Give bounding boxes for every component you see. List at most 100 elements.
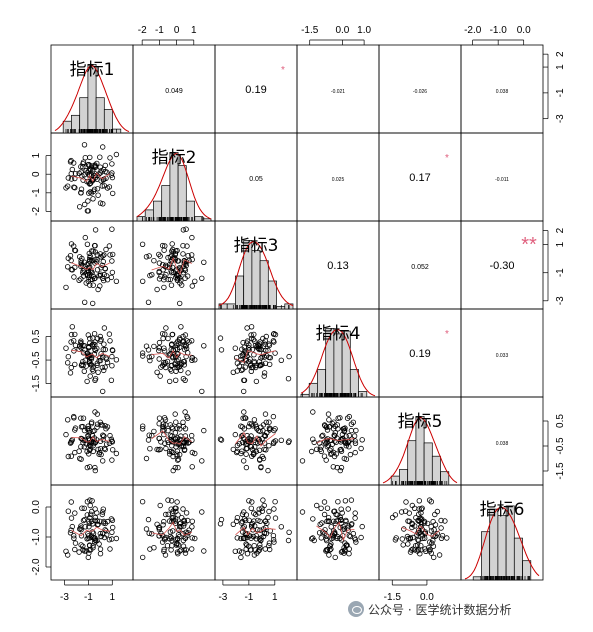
scatter-point (323, 424, 330, 430)
scatter-point (72, 449, 78, 456)
scatter-point (253, 533, 259, 539)
smooth-line (235, 431, 276, 447)
scatter-point (244, 551, 251, 557)
scatter-point (160, 335, 166, 342)
scatter-point (158, 364, 164, 370)
scatter-point (247, 362, 254, 369)
scatter-point (161, 348, 168, 354)
scatter-point (233, 355, 240, 361)
scatter-point (405, 541, 411, 547)
scatter-point (239, 359, 246, 366)
scatter-point (89, 529, 96, 535)
scatter-point (271, 439, 277, 445)
scatter-point (67, 440, 74, 446)
scatter-point (161, 277, 167, 283)
scatter-point (97, 154, 103, 160)
histogram-bar (497, 515, 507, 581)
scatter-point (416, 498, 422, 504)
scatter-point (97, 551, 104, 557)
scatter-point (189, 283, 195, 289)
scatter-point (182, 426, 189, 432)
scatter-point (329, 421, 336, 427)
scatter-point (243, 464, 250, 471)
scatter-point (101, 252, 107, 258)
scatter-point (63, 284, 69, 291)
scatter-point (143, 455, 150, 462)
scatter-point (81, 516, 88, 523)
scatter-point (184, 350, 191, 356)
scatter-point (343, 543, 349, 549)
scatter-point (168, 282, 175, 288)
density-curve (464, 506, 540, 580)
scatter-point (68, 364, 74, 371)
scatter-point (419, 516, 425, 522)
scatter-point (102, 364, 108, 370)
scatter-point (72, 510, 78, 516)
scatter-point (68, 331, 75, 338)
scatter-point (68, 439, 74, 445)
scatter-point (162, 331, 168, 337)
scatter-point (97, 546, 104, 552)
scatter-point (156, 347, 162, 354)
scatter-point (392, 512, 399, 518)
scatter-point (418, 547, 424, 553)
scatter-point (170, 355, 176, 361)
scatter-point (322, 423, 328, 429)
scatter-point (266, 543, 272, 549)
scatter-point (345, 506, 351, 512)
scatter-point (180, 543, 187, 549)
scatter-point (253, 448, 260, 455)
scatter-point (86, 524, 92, 530)
scatter-point (161, 361, 167, 368)
scatter-point (250, 336, 257, 343)
scatter-point (99, 388, 106, 395)
scatter-point (189, 234, 195, 241)
scatter-point (181, 520, 188, 527)
scatter-point (64, 417, 71, 423)
scatter-point (107, 432, 113, 439)
scatter-point (80, 543, 86, 549)
scatter-point (266, 419, 272, 425)
scatter-point (166, 448, 173, 455)
scatter-point (82, 154, 88, 161)
scatter-point (72, 331, 78, 338)
scatter-point (349, 521, 355, 527)
scatter-point (151, 343, 157, 350)
scatter-point (68, 257, 74, 264)
scatter-point (156, 525, 163, 531)
scatter-point (98, 451, 104, 458)
scatter-point (240, 458, 247, 464)
scatter-point (139, 554, 146, 561)
histogram-bar (513, 537, 523, 581)
scatter-point (159, 533, 166, 539)
scatter-point (266, 341, 272, 347)
scatter-point (161, 247, 167, 253)
scatter-point (64, 360, 71, 366)
scatter-point (88, 508, 95, 515)
scatter-point (427, 546, 433, 553)
smooth-line (235, 526, 276, 536)
scatter-point (90, 543, 96, 549)
scatter-point (256, 510, 262, 516)
axis-tick-label: 1.0 (357, 25, 371, 36)
scatter-point (438, 535, 445, 541)
scatter-point (233, 518, 240, 524)
scatter-point (81, 347, 88, 353)
scatter-point (103, 273, 110, 279)
scatter-point (314, 502, 320, 509)
histogram-bar (136, 216, 146, 222)
scatter-point (323, 457, 329, 463)
density-curve (382, 417, 458, 484)
axis-tick-label: -1 (555, 268, 566, 277)
scatter-point (80, 547, 86, 553)
scatter-point (438, 525, 444, 531)
scatter-point (80, 517, 87, 524)
scatter-point (98, 422, 104, 428)
scatter-point (278, 437, 284, 443)
scatter-point (94, 518, 100, 524)
density-curve (136, 153, 212, 220)
scatter-point (278, 524, 284, 530)
scatter-point (343, 518, 349, 525)
scatter-point (165, 335, 171, 342)
scatter-point (393, 535, 399, 541)
